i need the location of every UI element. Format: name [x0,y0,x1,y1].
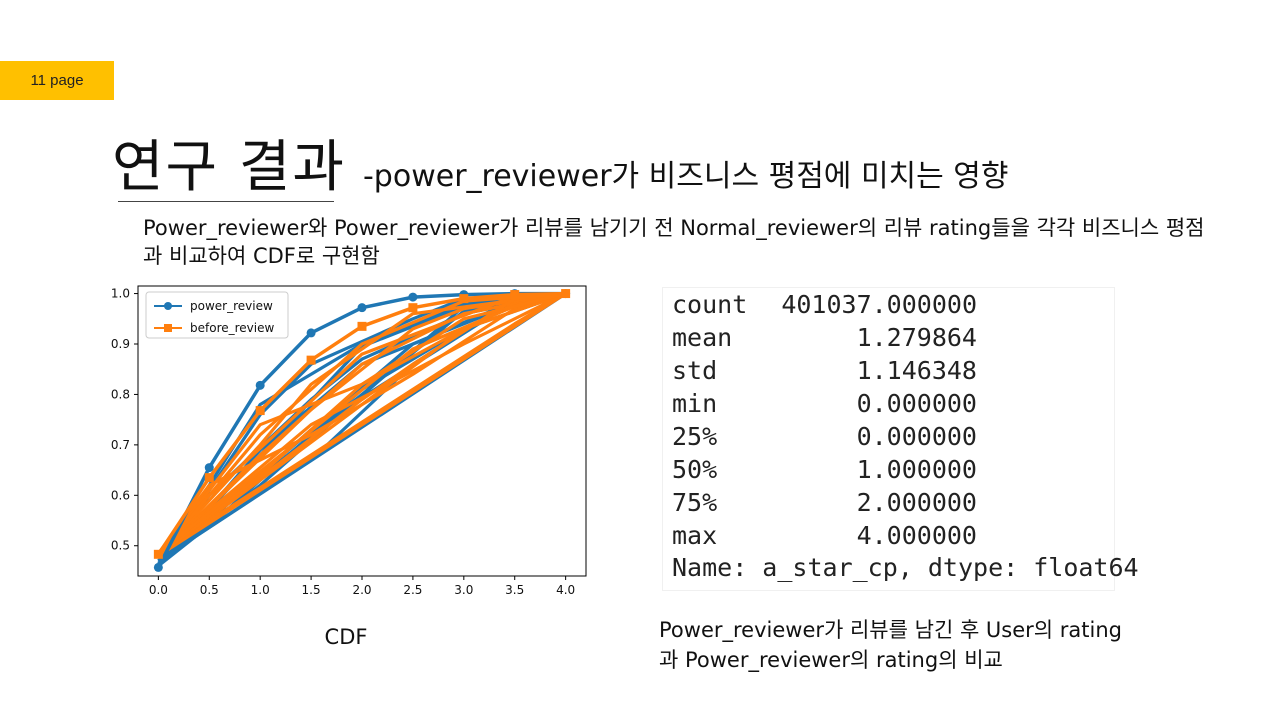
before_review-point [357,321,367,331]
before_review-point [408,303,418,313]
stats-value: 1.279864 [856,323,977,352]
before_review-bundle-line [157,292,566,555]
slide-title-subtitle: -power_reviewer가 비즈니스 평점에 미치는 영향 [362,159,1009,194]
x-tick-label: 1.0 [251,583,270,597]
x-tick-label: 1.5 [302,583,321,597]
before_review-point [459,294,469,304]
slide-title-main: 연구 결과 [112,135,346,200]
legend-swatch-marker [164,324,172,332]
stats-value: 4.000000 [856,521,977,550]
power_review-point [306,328,316,338]
before_review-bundle-line [157,292,566,557]
legend-swatch-marker [164,302,172,310]
title-underline [118,201,334,202]
legend-label: before_review [190,321,274,335]
stats-footer: Name: a_star_cp, dtype: float64 [672,553,1139,582]
stats-value: 2.000000 [856,488,977,517]
y-tick-label: 0.6 [111,488,130,502]
x-tick-label: 2.5 [403,583,422,597]
before_review-point [153,549,163,559]
x-tick-label: 0.0 [149,583,168,597]
stats-key: 25% [672,422,718,451]
slide-title: 연구 결과 -power_reviewer가 비즈니스 평점에 미치는 영향 [112,122,1008,203]
x-tick-label: 3.5 [505,583,524,597]
stats-value: 401037.000000 [781,290,977,319]
cdf-chart-svg: 0.0 0.5 1.0 1.5 2.0 2.5 3.0 3.5 4.0 0.5 0.6 0.7 0.8 0… [111,285,587,597]
y-tick-label: 1.0 [111,287,130,301]
x-tick-label: 2.0 [352,583,371,597]
stats-value: 0.000000 [856,389,977,418]
before_review-bundle-line [157,292,566,557]
power_review-point [408,292,418,302]
stats-key: min [672,389,718,418]
stats-output-panel: Name: a_star_cp, dtype: float64 count 401… [662,287,1139,591]
stats-key: mean [672,323,733,352]
stats-value: 1.146348 [856,356,977,385]
y-tick-label: 0.9 [111,337,130,351]
page-number-badge: 11 page [0,61,114,100]
cdf-chart: 0.0 0.5 1.0 1.5 2.0 2.5 3.0 3.5 4.0 0.5 0.6 0.7 0.8 0… [100,282,600,602]
x-tick-label: 4.0 [556,583,575,597]
legend-box [145,291,289,339]
stats-value: 1.000000 [856,455,977,484]
before_review-point [204,473,214,483]
y-tick-label: 0.8 [111,387,130,401]
before_review-bundle-line [157,292,566,557]
stats-key: std [672,356,718,385]
y-tick-label: 0.7 [111,438,130,452]
power_review-point [255,380,265,390]
before_review-point [510,290,520,300]
chart-caption: CDF [324,625,368,649]
x-tick-label: 3.0 [454,583,473,597]
x-tick-label: 0.5 [200,583,219,597]
before_review-point [306,355,316,365]
before_review-point [561,289,571,299]
before_review-bundle-line [157,292,567,555]
slide-description: Power_reviewer와 Power_reviewer가 리뷰를 남기기 … [143,216,1205,268]
legend-label: power_review [190,299,273,313]
stats-key: 50% [672,455,718,484]
stats-key: 75% [672,488,718,517]
stats-value: 0.000000 [856,422,977,451]
before_review-bundle-line [157,292,567,558]
power_review-point [204,463,214,473]
stats-caption: Power_reviewer가 리뷰를 남긴 후 User의 rating과 P… [659,618,1123,672]
stats-key: count [672,290,748,319]
power_review-point [357,303,367,313]
y-tick-label: 0.5 [111,539,130,553]
stats-key: max [672,521,718,550]
before_review-point [255,406,265,416]
before_review-bundle-line [157,292,567,555]
power_review-point [153,562,163,572]
